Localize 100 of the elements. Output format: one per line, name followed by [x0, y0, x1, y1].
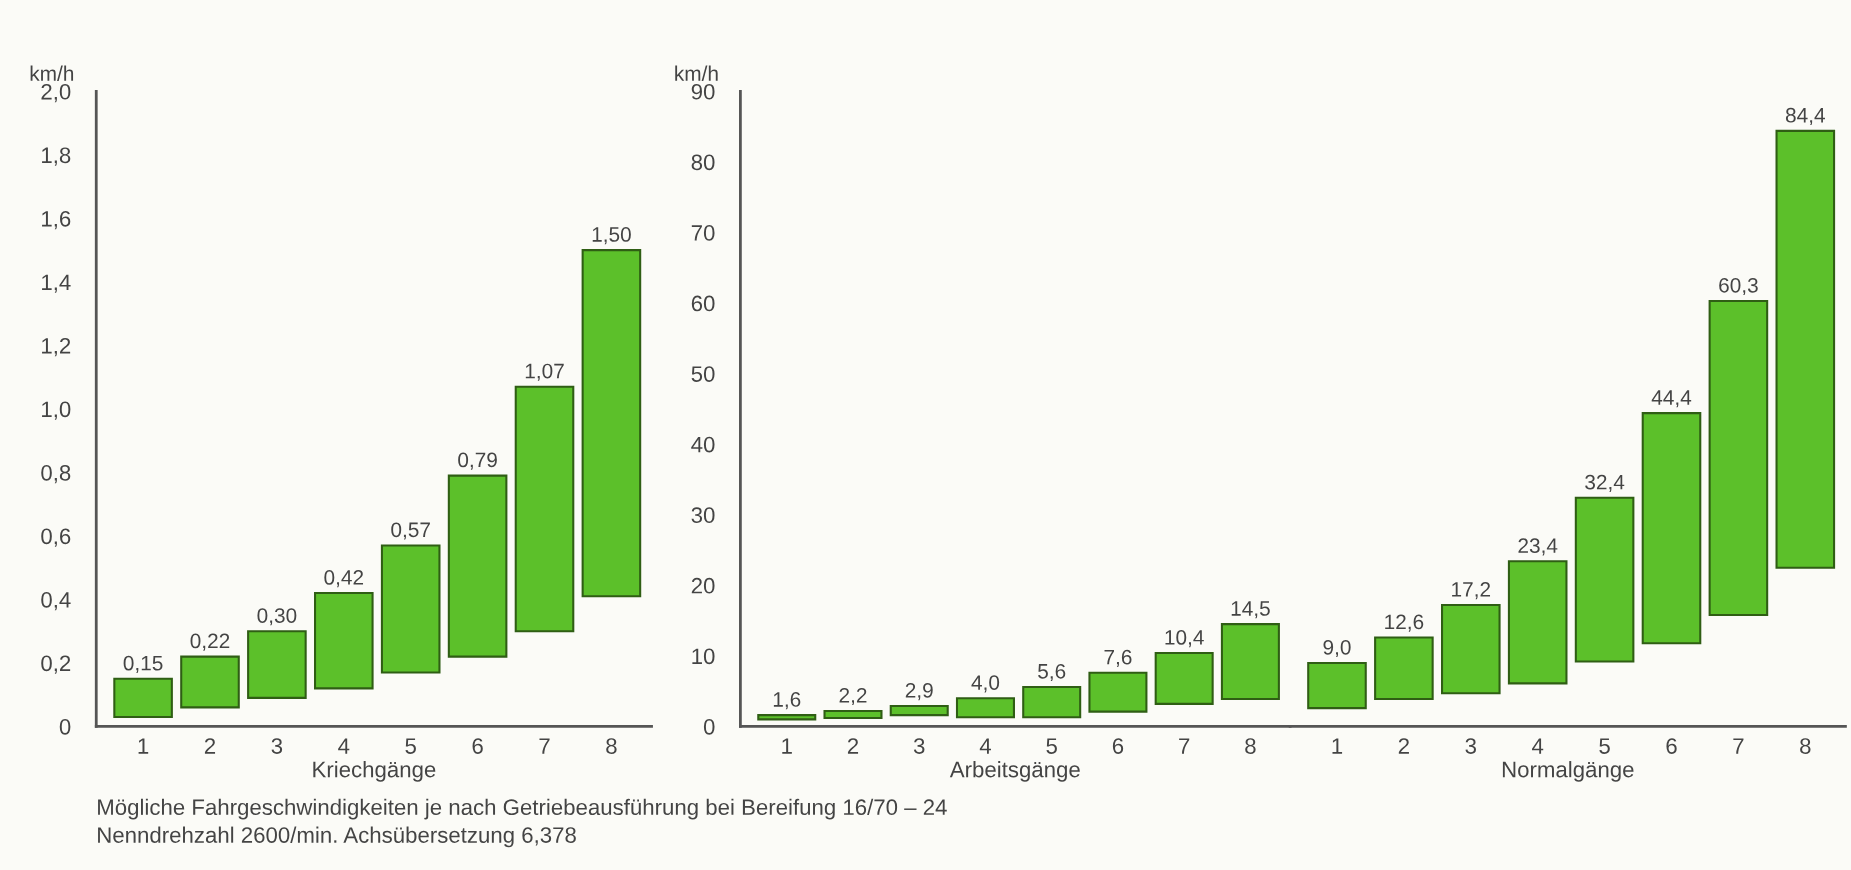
x-tick-label: 6 — [1666, 738, 1677, 754]
bar — [1022, 685, 1082, 719]
x-tick-label: 4 — [1532, 738, 1544, 754]
data-label: 0,15 — [123, 655, 163, 673]
bar — [113, 677, 173, 718]
data-label: 4,0 — [971, 675, 1000, 693]
x-tick-label: 4 — [338, 738, 350, 754]
x-tick-label: 8 — [606, 738, 617, 754]
data-label: 44,4 — [1651, 390, 1692, 408]
bar — [514, 385, 575, 633]
bar — [1775, 129, 1836, 569]
y-tick-label: 1,4 — [42, 274, 71, 293]
text: Nenndrehzahl 2600/min. Achsübersetzung 6,378 — [98, 826, 576, 848]
x-tick-label: 5 — [1599, 738, 1610, 754]
bar — [1374, 636, 1434, 700]
y-axis-title: km/h — [30, 65, 74, 81]
x-tick-label: 2 — [204, 738, 216, 754]
data-label: 0,79 — [458, 452, 497, 470]
y-tick-label: 0,4 — [41, 591, 71, 611]
y-tick-label: 50 — [691, 366, 715, 382]
data-label: 9,0 — [1323, 639, 1351, 658]
data-label: 0,22 — [190, 633, 230, 651]
x-tick-label: 3 — [913, 738, 925, 754]
bar — [955, 697, 1015, 719]
bar — [1507, 560, 1568, 685]
data-label: 12,6 — [1385, 614, 1424, 632]
bar — [1440, 604, 1501, 695]
bar — [1220, 623, 1280, 700]
y-tick-label: 0 — [703, 718, 715, 735]
x-tick-label: 4 — [979, 738, 991, 754]
y-tick-label: 40 — [691, 436, 715, 453]
y-tick-label: 0,2 — [41, 655, 71, 674]
data-label: 1,6 — [773, 692, 801, 710]
data-label: 0,42 — [324, 570, 364, 588]
data-label: 0,57 — [391, 522, 430, 540]
x-tick-label: 8 — [1245, 738, 1256, 754]
y-tick-label: 1,6 — [42, 210, 71, 230]
y-tick-label: 90 — [691, 83, 715, 100]
x-tick-label: 2 — [847, 738, 859, 754]
data-label: 0,30 — [257, 608, 297, 626]
y-tick-label: 70 — [691, 225, 715, 241]
y-tick-label: 1,0 — [42, 401, 71, 420]
x-tick-label: 1 — [1332, 738, 1343, 754]
data-label: 32,4 — [1585, 474, 1625, 492]
bar — [1154, 652, 1214, 705]
bar — [180, 655, 240, 709]
y-axis-title: km/h — [675, 65, 718, 81]
bar — [757, 714, 817, 721]
x-tick-label: 1 — [138, 738, 149, 754]
text: Mögliche Fahrgeschwindigkeiten je nach Getriebeausführung bei Bereifung 16/70 – 24 — [98, 798, 947, 820]
y-tick-label: 80 — [691, 154, 715, 171]
x-tick-label: 3 — [271, 738, 283, 754]
data-label: 14,5 — [1231, 601, 1270, 619]
x-tick-label: 5 — [405, 738, 416, 754]
y-tick-label: 0 — [59, 718, 71, 735]
bar — [247, 630, 307, 699]
y-tick-label: 10 — [692, 648, 715, 665]
y-tick-label: 0,8 — [41, 464, 71, 484]
x-tick-label: 7 — [539, 738, 550, 754]
data-label: 2,2 — [839, 687, 867, 706]
x-axis-title: Arbeitsgänge — [949, 761, 1080, 782]
x-tick-label: 7 — [1733, 738, 1744, 754]
data-label: 60,3 — [1719, 277, 1758, 296]
bar — [581, 249, 642, 598]
y-tick-label: 1,8 — [42, 147, 71, 166]
x-tick-label: 1 — [782, 738, 792, 754]
bar — [1307, 661, 1367, 710]
y-tick-label: 20 — [691, 577, 715, 594]
data-label: 7,6 — [1104, 649, 1132, 667]
x-tick-label: 6 — [472, 738, 483, 754]
y-tick-label: 0,6 — [41, 528, 71, 547]
x-tick-label: 6 — [1112, 738, 1124, 754]
x-tick-label: 5 — [1046, 738, 1057, 754]
x-axis-title: Normalgänge — [1502, 761, 1634, 782]
bar — [1088, 671, 1148, 713]
x-tick-label: 3 — [1465, 738, 1476, 754]
bar — [447, 474, 508, 658]
x-tick-label: 2 — [1398, 738, 1409, 754]
data-label: 84,4 — [1785, 107, 1825, 126]
bar — [313, 592, 374, 690]
data-label: 5,6 — [1038, 663, 1066, 682]
y-tick-label: 30 — [691, 507, 715, 524]
data-label: 1,07 — [525, 363, 564, 381]
x-tick-label: 8 — [1800, 738, 1811, 754]
bar — [823, 709, 883, 720]
data-label: 2,9 — [905, 682, 933, 701]
data-label: 1,50 — [592, 227, 631, 245]
y-tick-label: 1,2 — [42, 337, 71, 357]
x-axis-title: Kriechgänge — [313, 761, 436, 782]
data-label: 23,4 — [1518, 538, 1558, 556]
bar — [1574, 496, 1635, 663]
data-label: 10,4 — [1165, 630, 1204, 648]
data-label: 17,2 — [1452, 582, 1491, 600]
x-tick-label: 7 — [1179, 738, 1190, 754]
y-tick-label: 60 — [691, 295, 715, 312]
bar — [889, 704, 949, 717]
bar — [1708, 299, 1769, 616]
y-tick-label: 2,0 — [41, 83, 71, 103]
bar — [380, 544, 441, 674]
bar — [1641, 412, 1702, 645]
